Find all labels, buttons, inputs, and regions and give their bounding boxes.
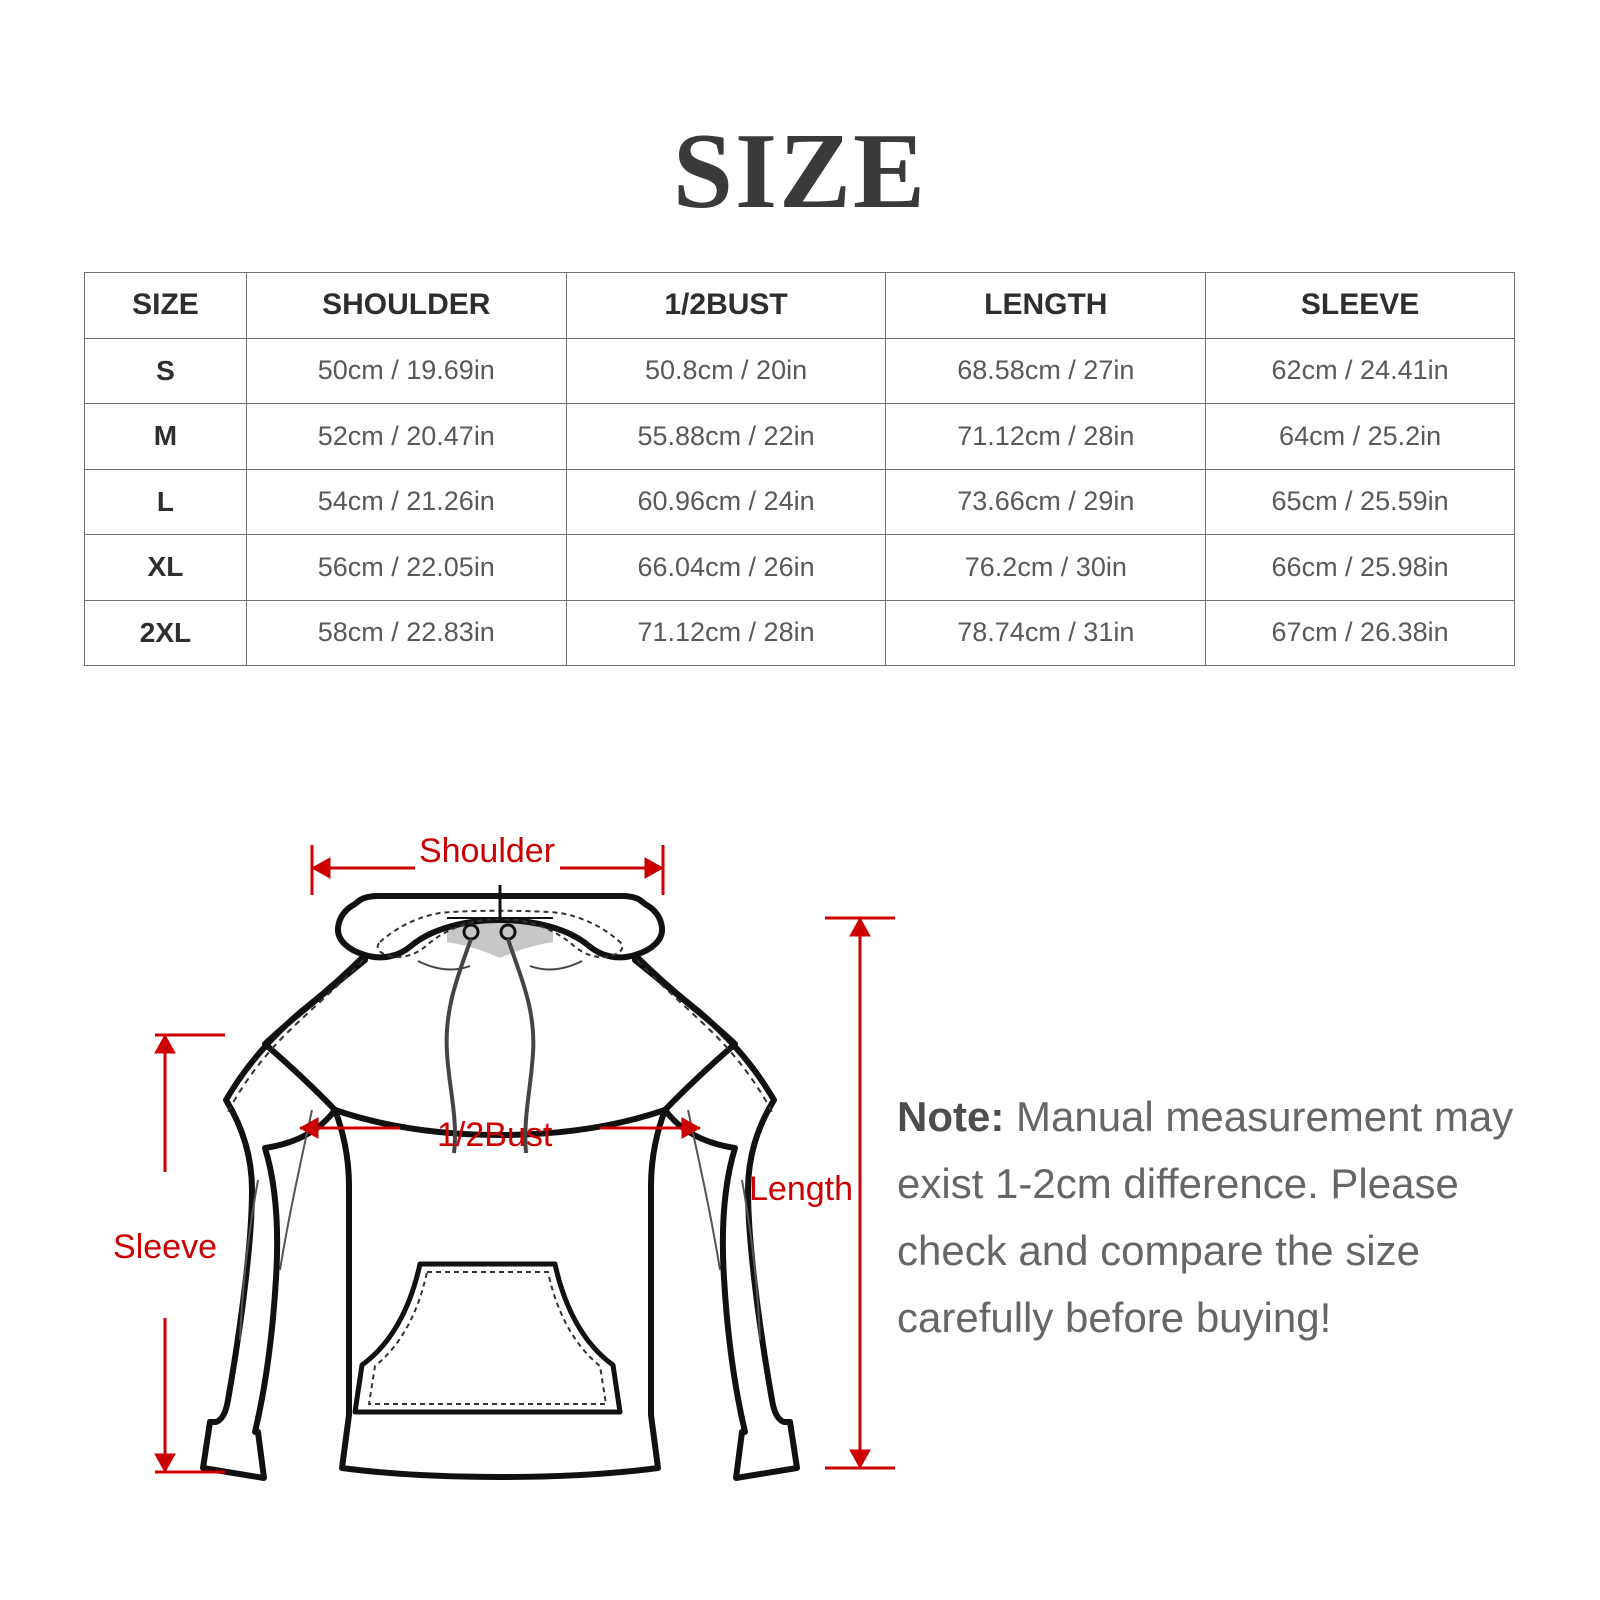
svg-text:1/2Bust: 1/2Bust <box>437 1116 553 1154</box>
svg-text:Sleeve: Sleeve <box>113 1228 217 1266</box>
svg-text:Shoulder: Shoulder <box>419 832 555 870</box>
svg-text:Length: Length <box>749 1170 853 1208</box>
